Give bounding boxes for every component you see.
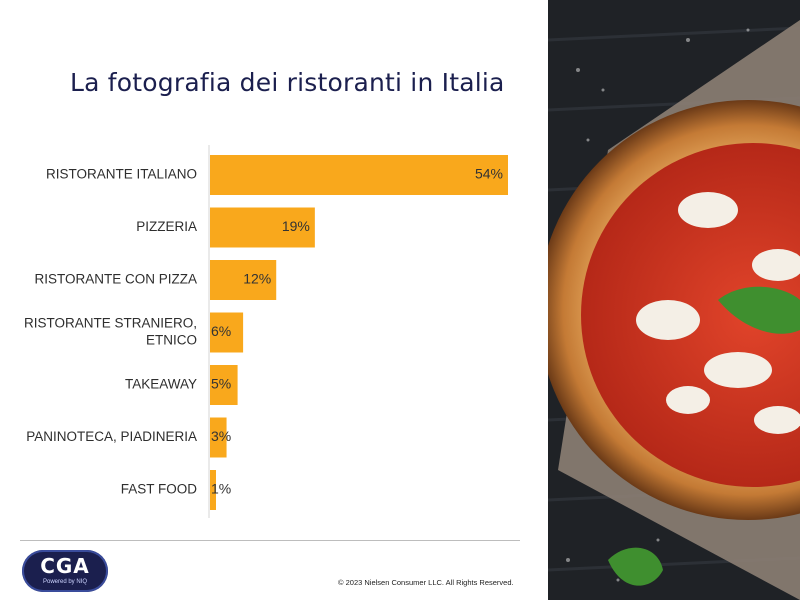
bar-chart: 54% RISTORANTE ITALIANO 19% PIZZERIA 12% RIST… [24,145,508,518]
category-label-3: RISTORANTE STRANIERO, ETNICO [24,316,197,348]
footer-divider [20,540,520,541]
bar-4 [210,365,238,405]
bar-1 [210,207,315,248]
category-label-5: PANINOTECA, PIADINERIA [26,429,197,444]
copyright-notice: © 2023 Nielsen Consumer LLC. All Rights … [338,578,514,587]
pizza-photo [548,0,800,600]
bar-0 [210,155,508,195]
slide-content: La fotografia dei ristoranti in Italia 5… [20,68,520,592]
bar-2 [210,260,277,300]
value-label-2: 12% [243,271,271,287]
bar-3 [210,312,244,353]
value-label-0: 54% [475,166,503,182]
cga-logo: CGA Powered by NIQ [22,550,108,592]
logo-subtext: Powered by NIQ [42,579,88,585]
value-label-6: 1% [211,481,231,497]
chart-title: La fotografia dei ristoranti in Italia [70,68,505,97]
logo-text: CGA [40,554,90,578]
value-label-5: 3% [211,428,231,444]
category-label-4: TAKEAWAY [125,377,197,392]
value-label-3: 6% [211,323,231,339]
category-label-1: PIZZERIA [136,219,197,234]
category-label-0: RISTORANTE ITALIANO [46,167,197,182]
category-label-6: FAST FOOD [121,482,198,497]
bar-6 [210,470,216,510]
category-label-2: RISTORANTE CON PIZZA [34,272,197,287]
value-label-1: 19% [282,218,310,234]
value-label-4: 5% [211,376,231,392]
bar-5 [210,417,227,458]
